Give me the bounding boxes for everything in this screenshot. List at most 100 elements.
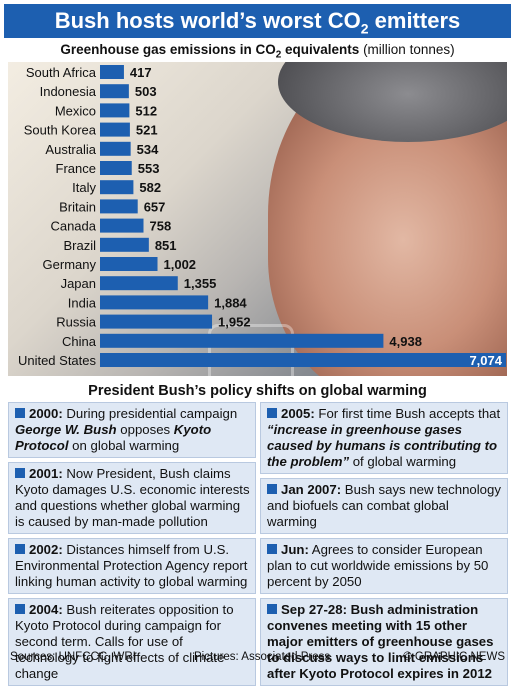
policy-column-left: 2000: During presidential campaign Georg… <box>8 402 256 690</box>
title-subscript: 2 <box>360 20 369 37</box>
policy-date: Jan 2007: <box>281 482 342 497</box>
value-label: 657 <box>144 199 166 214</box>
policy-date: Jun: <box>281 542 309 557</box>
chart-panel: South Africa 417 Indonesia 503 Mexico 512 Sout… <box>8 62 507 376</box>
policy-text: Distances himself from U.S. Environmenta… <box>15 542 248 589</box>
policy-item-2000: 2000: During presidential campaign Georg… <box>8 402 256 458</box>
footer-copyright: © GRAPHIC NEWS <box>403 651 505 663</box>
policy-date: 2005: <box>281 406 315 421</box>
policy-date: 2001: <box>29 466 63 481</box>
value-label: 1,884 <box>214 295 247 310</box>
bar <box>100 333 384 348</box>
policy-date: 2000: <box>29 406 63 421</box>
policy-item-2001: 2001: Now President, Bush claims Kyoto d… <box>8 462 256 534</box>
bar <box>100 314 213 329</box>
bullet-square-icon <box>267 408 277 418</box>
policy-text: Agrees to consider European plan to cut … <box>267 542 489 589</box>
bar <box>100 141 131 156</box>
footer-pictures: Pictures: Associated Press <box>194 651 331 663</box>
footer: Sources: UNFCCC, WRI Pictures: Associate… <box>4 648 511 666</box>
category-label: Mexico <box>55 103 96 118</box>
value-label: 553 <box>138 161 160 176</box>
value-label: 512 <box>135 103 157 118</box>
category-label: Italy <box>72 180 96 195</box>
policy-item-2005: 2005: For first time Bush accepts that “… <box>260 402 508 474</box>
bar <box>100 353 506 367</box>
category-label: Canada <box>50 219 96 234</box>
bar <box>100 295 209 310</box>
value-label: 582 <box>139 180 161 195</box>
bar <box>100 218 144 233</box>
bar <box>100 237 149 252</box>
policy-emphasis: Kyoto Protocol <box>15 422 212 453</box>
bar <box>100 276 178 291</box>
page-title: Bush hosts world’s worst CO2 emitters <box>4 4 511 38</box>
bar <box>100 84 129 99</box>
bullet-square-icon <box>15 408 25 418</box>
title-tail: emitters <box>368 8 461 33</box>
bar <box>100 161 132 175</box>
watermark-logo <box>208 324 294 376</box>
category-label: South Africa <box>26 65 97 80</box>
policy-date: Sep 27-28: <box>281 602 347 617</box>
footer-sources: Sources: UNFCCC, WRI <box>10 651 136 663</box>
value-label: 1,355 <box>184 276 217 291</box>
policy-item-jun: Jun: Agrees to consider European plan to… <box>260 538 508 594</box>
category-label: Japan <box>61 276 96 291</box>
bullet-square-icon <box>267 604 277 614</box>
chart-subtitle: Greenhouse gas emissions in CO2 equivale… <box>4 40 511 61</box>
category-label: Australia <box>45 142 96 157</box>
policy-item-sep: Sep 27-28: Bush administration convenes … <box>260 598 508 686</box>
value-label: 521 <box>136 123 158 138</box>
value-label: 851 <box>155 238 177 253</box>
category-label: China <box>62 334 97 349</box>
value-label: 4,938 <box>389 334 422 349</box>
policy-text: Now President, Bush claims Kyoto damages… <box>15 466 250 529</box>
policy-text: of global warming <box>349 454 457 469</box>
policy-date: 2004: <box>29 602 63 617</box>
bullet-square-icon <box>15 604 25 614</box>
value-label: 1,952 <box>218 315 251 330</box>
category-label: India <box>68 295 97 310</box>
policy-date: 2002: <box>29 542 63 557</box>
infographic: Bush hosts world’s worst CO2 emitters Gr… <box>4 4 511 686</box>
bar <box>100 199 138 214</box>
bullet-square-icon <box>15 468 25 478</box>
category-label: South Korea <box>24 123 97 138</box>
subtitle-bold: Greenhouse gas emissions in CO <box>60 42 276 57</box>
category-label: Britain <box>59 199 96 214</box>
subtitle-bold-tail: equivalents <box>281 42 360 57</box>
policy-text: For first time Bush accepts that <box>314 406 501 421</box>
title-text: Bush hosts world’s worst CO <box>54 8 361 33</box>
policy-item-jan-2007: Jan 2007: Bush says new technology and b… <box>260 478 508 534</box>
value-label: 7,074 <box>469 353 502 368</box>
category-label: United States <box>18 353 97 368</box>
bullet-square-icon <box>15 544 25 554</box>
bar <box>100 122 130 137</box>
policy-title: President Bush’s policy shifts on global… <box>88 383 427 399</box>
bar <box>100 65 124 79</box>
policy-quote: “increase in greenhouse gases caused by … <box>267 422 498 469</box>
bar-chart: South Africa 417 Indonesia 503 Mexico 512 Sout… <box>18 65 506 368</box>
category-label: Russia <box>56 315 97 330</box>
policy-column-right: 2005: For first time Bush accepts that “… <box>260 402 508 690</box>
value-label: 534 <box>137 142 159 157</box>
subtitle-units: (million tonnes) <box>359 42 455 57</box>
policy-text: opposes <box>116 422 174 437</box>
policy-text: Bush says new technology and biofuels ca… <box>267 482 501 529</box>
value-label: 1,002 <box>164 257 197 272</box>
policy-item-2004: 2004: Bush reiterates opposition to Kyot… <box>8 598 256 686</box>
policy-emphasis: George W. Bush <box>15 422 117 437</box>
bullet-square-icon <box>267 544 277 554</box>
subtitle-subscript: 2 <box>275 49 282 61</box>
category-label: Indonesia <box>40 84 97 99</box>
bullet-square-icon <box>267 484 277 494</box>
bar <box>100 103 130 118</box>
category-label: Germany <box>43 257 97 272</box>
policy-text: on global warming <box>68 438 180 453</box>
value-label: 417 <box>130 65 152 80</box>
bar <box>100 257 158 271</box>
category-label: Brazil <box>63 238 96 253</box>
policy-text: During presidential campaign <box>62 406 238 421</box>
value-label: 758 <box>150 219 172 234</box>
